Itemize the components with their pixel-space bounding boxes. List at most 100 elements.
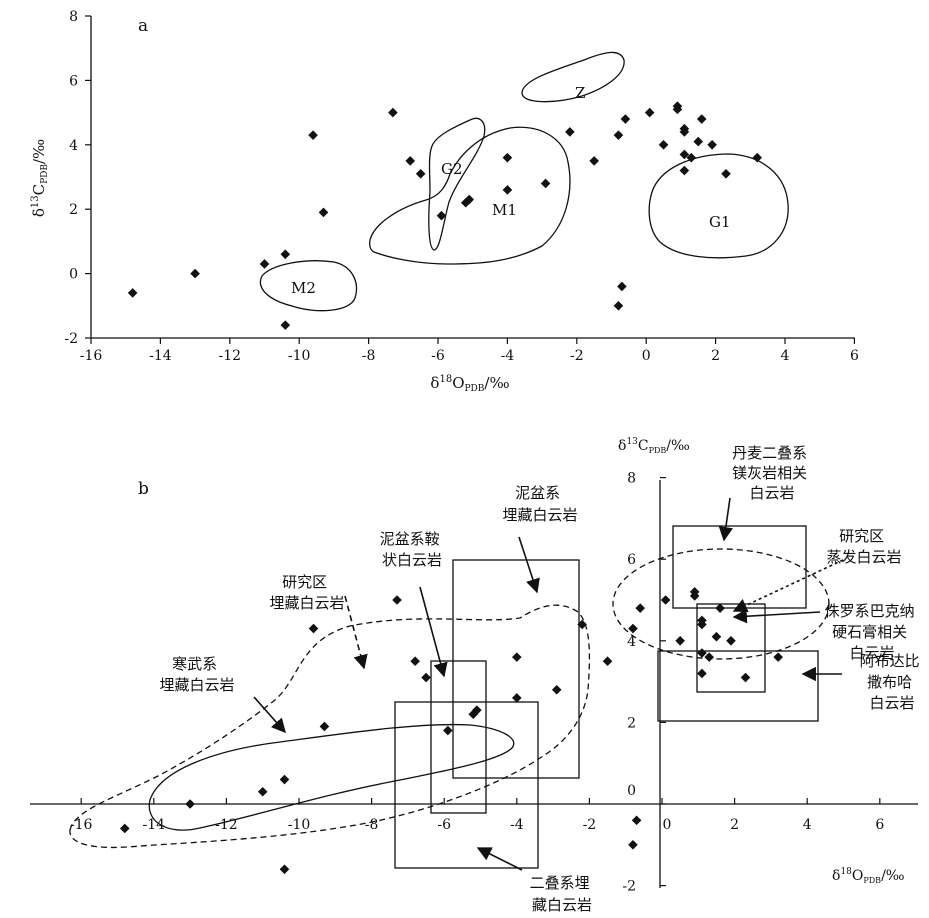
panel-a-axes	[90, 16, 855, 339]
data-point	[679, 165, 690, 176]
data-point	[472, 705, 482, 715]
field-abu-dhabi-sabkha	[657, 650, 819, 722]
x-tick-label: -4	[510, 817, 524, 833]
y-tick-label: 6	[627, 552, 636, 568]
data-point	[660, 595, 671, 605]
data-point	[119, 823, 130, 834]
arrow-danish-permian	[718, 497, 733, 542]
data-point	[617, 281, 627, 292]
data-point	[693, 136, 704, 147]
annotation-danish-permian-line2: 镁灰岩相关	[732, 464, 807, 482]
annotation-danish-permian-line3: 白云岩	[749, 484, 794, 502]
data-point	[190, 268, 200, 279]
data-point	[704, 652, 714, 662]
y-tick-label: -2	[622, 879, 636, 895]
field-permian-burial	[394, 701, 539, 869]
annotation-line: 阿布达比	[860, 652, 920, 670]
data-point	[388, 107, 398, 118]
data-point	[711, 631, 722, 642]
panel-a-region-labels: Z G2 M1 G1 M2	[291, 84, 731, 297]
svg-text:δ18OPDB/‰: δ18OPDB/‰	[832, 867, 905, 885]
x-tick-label: -8	[365, 817, 379, 833]
panel-b-x-axis-title: δ18OPDB/‰	[832, 867, 905, 885]
x-tick-label: -14	[143, 817, 166, 833]
data-point	[468, 709, 479, 720]
region-g2	[428, 117, 486, 251]
data-point	[410, 656, 420, 666]
data-point	[679, 149, 690, 160]
region-label-z: Z	[575, 84, 585, 102]
data-point	[696, 114, 707, 124]
data-point	[319, 721, 330, 732]
data-point	[551, 684, 562, 695]
data-point	[127, 288, 138, 298]
data-point	[672, 104, 683, 115]
data-point	[279, 774, 290, 785]
data-point	[697, 648, 707, 658]
panel-b-dashed-fields	[69, 548, 830, 849]
data-point	[689, 591, 700, 601]
annotation-line: 二叠系埋	[530, 874, 590, 892]
region-z	[521, 51, 625, 103]
y-tick-label: -2	[64, 331, 78, 347]
data-point	[613, 301, 624, 311]
panel-b-label: b	[138, 479, 149, 499]
data-point	[644, 107, 655, 118]
data-point	[502, 152, 513, 163]
arrow-jurassic-buckner	[732, 609, 821, 624]
x-tick-label: -16	[80, 348, 103, 364]
panel-b-points	[119, 587, 783, 875]
annotation-line: 白云岩	[869, 694, 914, 712]
annotation-study-area-evaporite: 研究区 蒸发白云岩	[826, 527, 901, 566]
x-tick-label: 4	[781, 348, 790, 364]
region-m2	[259, 260, 358, 312]
annotation-line: 蒸发白云岩	[826, 548, 901, 566]
data-point	[686, 152, 697, 163]
region-g1	[648, 153, 789, 259]
panel-a: -16 -14 -12 -10 -8 -6 -4 -2 0 2 4 6 -2 0 2 4 6 8 a δ13CP…	[30, 9, 859, 394]
panel-a-y-ticks: -2 0 2 4 6 8	[64, 9, 91, 347]
region-label-g2: G2	[441, 160, 463, 178]
x-tick-label: -10	[288, 348, 311, 364]
data-point	[279, 864, 290, 875]
y-tick-label: 2	[69, 202, 78, 218]
y-tick-label: 0	[627, 783, 636, 799]
field-devonian-burial	[452, 559, 580, 779]
data-point	[631, 815, 642, 826]
x-tick-label: -2	[583, 817, 597, 833]
annotation-line: 埋藏白云岩	[159, 676, 234, 694]
data-point	[773, 652, 783, 662]
panel-b-y-ticks: -2 0 2 4 6 8	[622, 471, 666, 895]
arrow-permian-burial	[476, 847, 523, 871]
annotation-line: 研究区	[839, 527, 884, 545]
arrow-cambrian-burial	[253, 696, 286, 734]
data-point	[577, 619, 587, 630]
x-tick-label: -10	[288, 817, 311, 833]
annotation-line: 硬石膏相关	[832, 623, 907, 641]
annotation-devonian-burial: 泥盆系 埋藏白云岩	[502, 484, 577, 524]
annotation-line: 藏白云岩	[532, 896, 592, 914]
data-point	[721, 168, 731, 179]
panel-a-x-axis-title: δ18OPDB/‰	[430, 374, 509, 394]
annotation-cambrian-burial: 寒武系 埋藏白云岩	[159, 655, 234, 694]
data-point	[185, 799, 195, 809]
data-point	[620, 114, 631, 124]
arrow-study-area-burial	[344, 595, 368, 670]
annotation-line: 埋藏白云岩	[269, 594, 344, 612]
data-point	[752, 152, 763, 163]
field-study-area-burial	[69, 604, 591, 849]
panel-b-y-axis-title: δ13CPDB/‰	[618, 437, 690, 455]
field-devonian-saddle	[430, 660, 487, 814]
data-point	[308, 130, 318, 140]
arrow-study-area-evaporite	[732, 559, 844, 613]
arrow-devonian-saddle	[419, 586, 448, 678]
data-point	[512, 652, 522, 662]
annotation-devonian-saddle: 泥盆系鞍 状白云岩	[380, 530, 445, 569]
panel-b-axes	[30, 480, 918, 888]
x-tick-label: -12	[219, 348, 242, 364]
annotation-line: 泥盆系	[515, 484, 560, 502]
data-point	[675, 636, 685, 646]
y-tick-label: 2	[627, 715, 636, 731]
